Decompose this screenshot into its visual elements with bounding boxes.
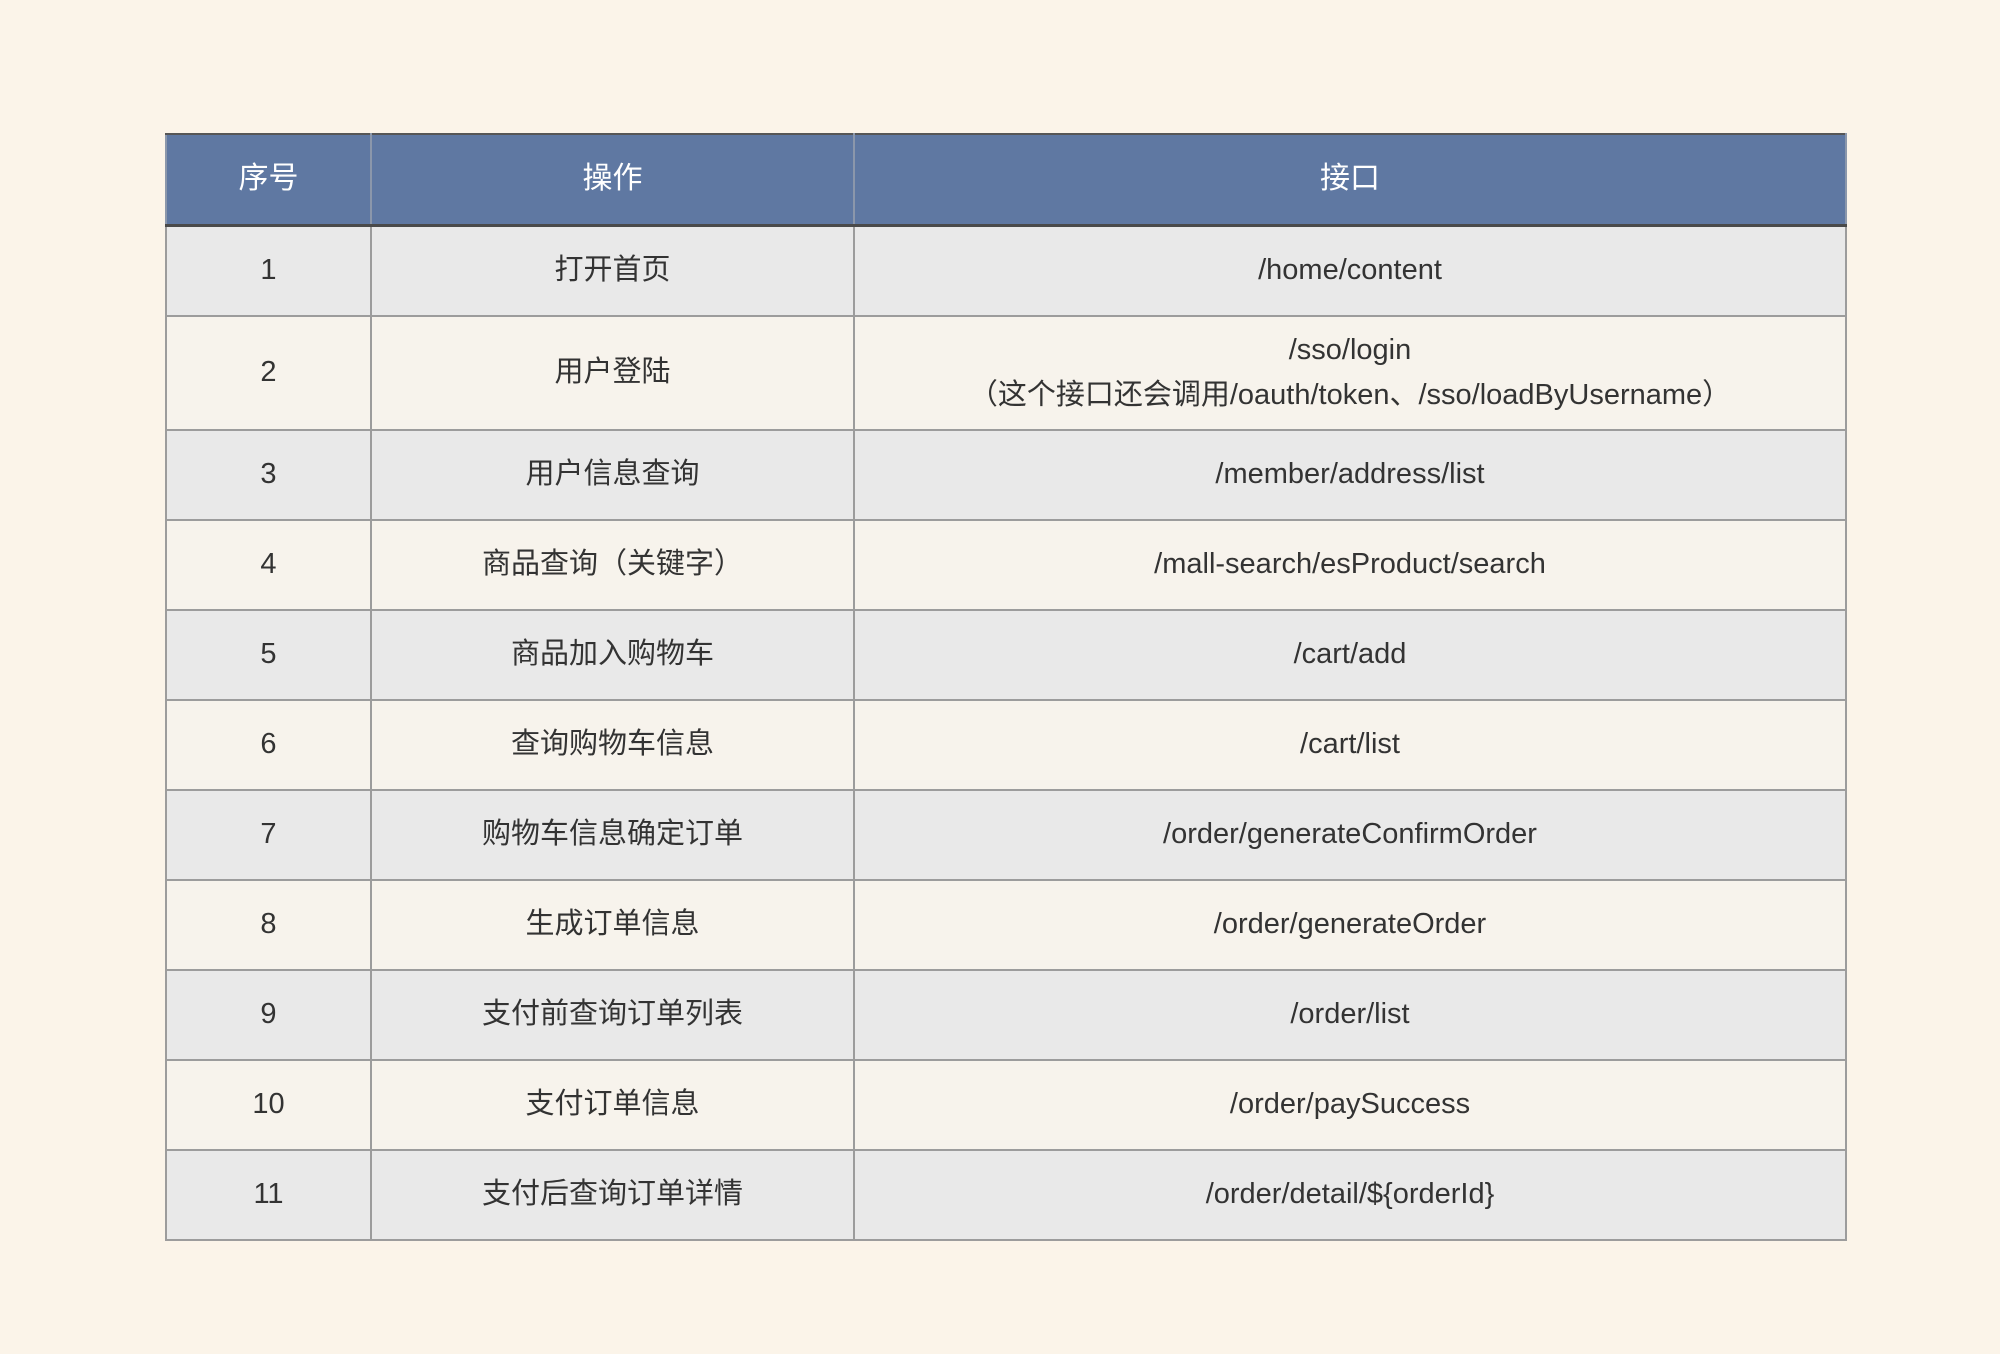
table-header-row: 序号 操作 接口 <box>165 133 1847 227</box>
table-row: 9 支付前查询订单列表/order/list <box>165 968 1847 1061</box>
cell-api: /cart/add <box>853 608 1847 701</box>
table-row: 1 打开首页/home/content <box>165 224 1847 317</box>
cell-operation: 支付后查询订单详情 <box>370 1148 855 1241</box>
api-path: /cart/add <box>1293 638 1407 671</box>
table-row: 3 用户信息查询/member/address/list <box>165 428 1847 521</box>
api-path: /order/paySuccess <box>1229 1088 1471 1121</box>
cell-no: 6 <box>165 698 372 791</box>
cell-api: /order/detail/${orderId} <box>853 1148 1847 1241</box>
api-path: /order/list <box>1290 998 1410 1031</box>
cell-api: /order/paySuccess <box>853 1058 1847 1151</box>
api-path: /order/detail/${orderId} <box>1205 1178 1495 1211</box>
cell-api: /order/list <box>853 968 1847 1061</box>
cell-no: 1 <box>165 224 372 317</box>
cell-operation: 用户信息查询 <box>370 428 855 521</box>
cell-api: /sso/login （这个接口还会调用/oauth/token、/sso/loa… <box>853 314 1847 431</box>
cell-no: 10 <box>165 1058 372 1151</box>
cell-operation: 查询购物车信息 <box>370 698 855 791</box>
cell-api: /order/generateConfirmOrder <box>853 788 1847 881</box>
table-row: 10 支付订单信息/order/paySuccess <box>165 1058 1847 1151</box>
cell-operation: 用户登陆 <box>370 314 855 431</box>
api-operations-table: 序号 操作 接口 1 打开首页/home/content 2 用户登陆/sso/login… <box>165 133 1847 1241</box>
cell-operation: 购物车信息确定订单 <box>370 788 855 881</box>
api-path: /mall-search/esProduct/search <box>1154 548 1546 581</box>
cell-operation: 生成订单信息 <box>370 878 855 971</box>
cell-no: 2 <box>165 314 372 431</box>
api-path: /home/content <box>1258 254 1442 287</box>
cell-no: 9 <box>165 968 372 1061</box>
table-row: 11 支付后查询订单详情/order/detail/${orderId} <box>165 1148 1847 1241</box>
cell-operation: 支付前查询订单列表 <box>370 968 855 1061</box>
api-path: /member/address/list <box>1215 458 1485 491</box>
table-header: 序号 操作 接口 <box>165 133 1847 227</box>
api-path: /order/generateConfirmOrder <box>1163 818 1537 851</box>
cell-operation: 支付订单信息 <box>370 1058 855 1151</box>
cell-no: 4 <box>165 518 372 611</box>
cell-operation: 商品查询（关键字） <box>370 518 855 611</box>
cell-no: 11 <box>165 1148 372 1241</box>
table-row: 6 查询购物车信息/cart/list <box>165 698 1847 791</box>
api-path: /sso/login <box>1288 333 1412 366</box>
cell-api: /home/content <box>853 224 1847 317</box>
cell-api: /cart/list <box>853 698 1847 791</box>
table-row: 7 购物车信息确定订单/order/generateConfirmOrder <box>165 788 1847 881</box>
cell-no: 8 <box>165 878 372 971</box>
cell-no: 5 <box>165 608 372 701</box>
table-row: 2 用户登陆/sso/login （这个接口还会调用/oauth/token、/ss… <box>165 314 1847 431</box>
table-body: 1 打开首页/home/content 2 用户登陆/sso/login （这个接口还会… <box>165 224 1847 1241</box>
column-header-operation: 操作 <box>370 133 855 227</box>
cell-api: /member/address/list <box>853 428 1847 521</box>
cell-operation: 打开首页 <box>370 224 855 317</box>
table-row: 5 商品加入购物车/cart/add <box>165 608 1847 701</box>
cell-api: /order/generateOrder <box>853 878 1847 971</box>
table-row: 4 商品查询（关键字） /mall-search/esProduct/search <box>165 518 1847 611</box>
api-path: /cart/list <box>1300 728 1400 761</box>
cell-no: 7 <box>165 788 372 881</box>
cell-api: /mall-search/esProduct/search <box>853 518 1847 611</box>
cell-no: 3 <box>165 428 372 521</box>
table-row: 8 生成订单信息/order/generateOrder <box>165 878 1847 971</box>
column-header-no: 序号 <box>165 133 372 227</box>
api-path: /order/generateOrder <box>1213 908 1487 941</box>
cell-operation: 商品加入购物车 <box>370 608 855 701</box>
api-note: （这个接口还会调用/oauth/token、/sso/loadByUsernam… <box>968 378 1732 411</box>
column-header-api: 接口 <box>853 133 1847 227</box>
